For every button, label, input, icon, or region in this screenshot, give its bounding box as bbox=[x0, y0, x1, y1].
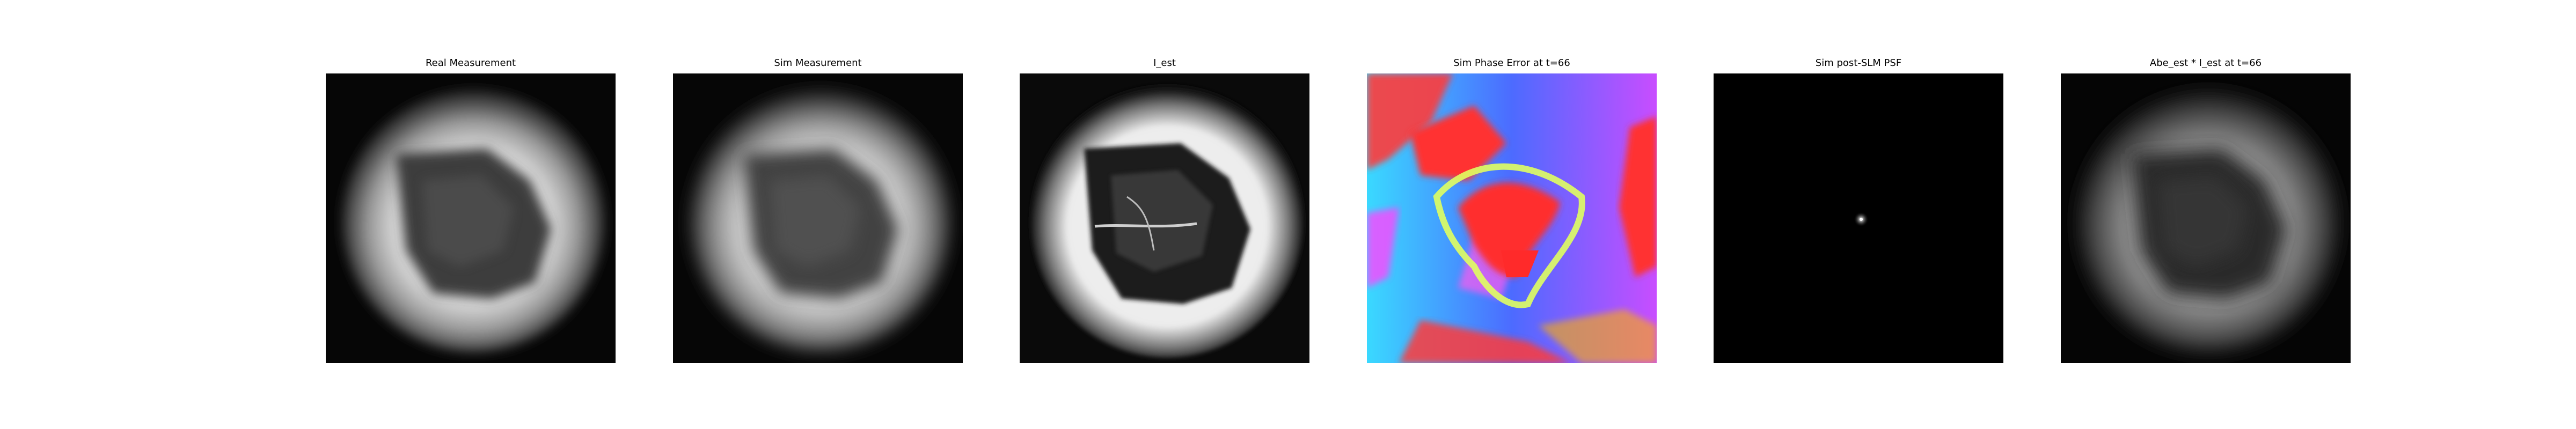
panel-sim-phase-error: Sim Phase Error at t=66 bbox=[1367, 54, 1657, 365]
panel-i-est: I_est bbox=[1020, 54, 1309, 365]
panel-title: I_est bbox=[1020, 54, 1309, 73]
panel-title: Abe_est * I_est at t=66 bbox=[2061, 54, 2351, 73]
panel-sim-post-slm-psf: Sim post-SLM PSF bbox=[1714, 54, 2003, 365]
abe-est-i-est-image bbox=[2061, 73, 2351, 363]
panel-sim-measurement: Sim Measurement bbox=[673, 54, 963, 365]
i-est-image bbox=[1020, 73, 1309, 363]
panel-title: Sim post-SLM PSF bbox=[1714, 54, 2003, 73]
panel-title: Sim Measurement bbox=[673, 54, 963, 73]
panel-title: Sim Phase Error at t=66 bbox=[1367, 54, 1657, 73]
panel-abe-est-i-est: Abe_est * I_est at t=66 bbox=[2061, 54, 2351, 365]
sim-phase-error-image bbox=[1367, 73, 1657, 363]
panel-title: Real Measurement bbox=[326, 54, 616, 73]
sim-measurement-image bbox=[673, 73, 963, 363]
sim-post-slm-psf-image bbox=[1714, 73, 2003, 363]
real-measurement-image bbox=[326, 73, 616, 363]
panel-real-measurement: Real Measurement bbox=[326, 54, 616, 365]
